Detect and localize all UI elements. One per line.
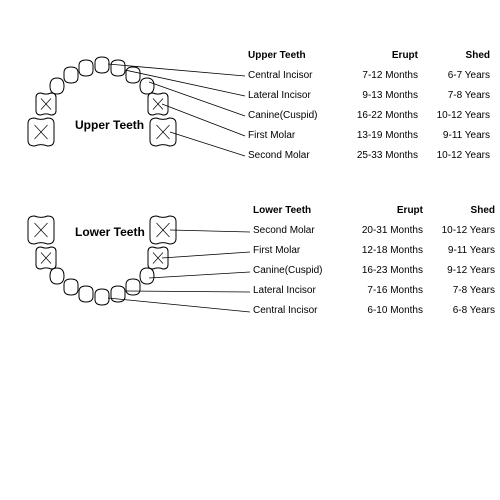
- tooth-shed: 10-12 Years: [423, 225, 495, 236]
- tooth-name: Canine(Cuspid): [253, 265, 345, 276]
- header-erupt-2: Erupt: [345, 205, 423, 216]
- tooth-incisor: [95, 289, 109, 305]
- lower-row: Lateral Incisor7-16 Months7-8 Years: [253, 280, 495, 300]
- leader-line: [170, 230, 250, 232]
- tooth-incisor: [79, 286, 93, 302]
- tooth-name: Central Incisor: [253, 305, 345, 316]
- leader-line: [149, 272, 250, 278]
- leader-line: [170, 132, 245, 156]
- leader-line: [125, 291, 250, 292]
- teeth-chart-container: Upper Teeth Lower Teeth Upper Teeth Erup…: [0, 0, 500, 500]
- leader-line: [162, 252, 250, 258]
- tooth-canine: [50, 78, 64, 94]
- upper-header-row: Upper Teeth Erupt Shed: [248, 45, 490, 65]
- tooth-incisor: [126, 279, 140, 295]
- tooth-name: Second Molar: [248, 150, 340, 161]
- tooth-erupt: 12-18 Months: [345, 245, 423, 256]
- tooth-shed: 7-8 Years: [423, 285, 495, 296]
- tooth-erupt: 16-22 Months: [340, 110, 418, 121]
- tooth-molar: [36, 93, 56, 115]
- upper-row: First Molar13-19 Months9-11 Years: [248, 125, 490, 145]
- lower-row: Canine(Cuspid)16-23 Months9-12 Years: [253, 260, 495, 280]
- tooth-shed: 9-11 Years: [418, 130, 490, 141]
- lower-row: Central Incisor6-10 Months6-8 Years: [253, 300, 495, 320]
- tooth-shed: 7-8 Years: [418, 90, 490, 101]
- tooth-name: Second Molar: [253, 225, 345, 236]
- leader-line: [108, 298, 250, 312]
- tooth-shed: 6-7 Years: [418, 70, 490, 81]
- header-shed-2: Shed: [423, 205, 495, 216]
- lower-header-row: Lower Teeth Erupt Shed: [253, 200, 495, 220]
- tooth-incisor: [95, 57, 109, 73]
- tooth-incisor: [111, 60, 125, 76]
- header-erupt: Erupt: [340, 50, 418, 61]
- upper-row: Second Molar25-33 Months10-12 Years: [248, 145, 490, 165]
- lower-arch-label: Lower Teeth: [75, 225, 145, 239]
- tooth-incisor: [64, 279, 78, 295]
- upper-header-name: Upper Teeth: [248, 50, 340, 61]
- tooth-name: Central Incisor: [248, 70, 340, 81]
- tooth-erupt: 25-33 Months: [340, 150, 418, 161]
- lower-row: Second Molar20-31 Months10-12 Years: [253, 220, 495, 240]
- lower-header-name: Lower Teeth: [253, 205, 345, 216]
- tooth-erupt: 6-10 Months: [345, 305, 423, 316]
- tooth-shed: 10-12 Years: [418, 150, 490, 161]
- tooth-shed: 10-12 Years: [418, 110, 490, 121]
- upper-row: Canine(Cuspid)16-22 Months10-12 Years: [248, 105, 490, 125]
- tooth-canine: [140, 268, 154, 284]
- tooth-erupt: 16-23 Months: [345, 265, 423, 276]
- tooth-molar: [148, 93, 168, 115]
- tooth-shed: 6-8 Years: [423, 305, 495, 316]
- tooth-name: First Molar: [253, 245, 345, 256]
- tooth-name: Lateral Incisor: [253, 285, 345, 296]
- tooth-shed: 9-11 Years: [423, 245, 495, 256]
- tooth-molar: [28, 216, 54, 244]
- upper-table: Upper Teeth Erupt Shed Central Incisor7-…: [248, 45, 490, 165]
- tooth-canine: [50, 268, 64, 284]
- tooth-name: First Molar: [248, 130, 340, 141]
- tooth-name: Canine(Cuspid): [248, 110, 340, 121]
- tooth-canine: [140, 78, 154, 94]
- tooth-erupt: 13-19 Months: [340, 130, 418, 141]
- tooth-incisor: [79, 60, 93, 76]
- tooth-incisor: [126, 67, 140, 83]
- tooth-erupt: 7-16 Months: [345, 285, 423, 296]
- tooth-molar: [28, 118, 54, 146]
- upper-row: Lateral Incisor9-13 Months7-8 Years: [248, 85, 490, 105]
- upper-row: Central Incisor7-12 Months6-7 Years: [248, 65, 490, 85]
- lower-table: Lower Teeth Erupt Shed Second Molar20-31…: [253, 200, 495, 320]
- header-shed: Shed: [418, 50, 490, 61]
- tooth-erupt: 20-31 Months: [345, 225, 423, 236]
- tooth-erupt: 9-13 Months: [340, 90, 418, 101]
- tooth-name: Lateral Incisor: [248, 90, 340, 101]
- lower-row: First Molar12-18 Months9-11 Years: [253, 240, 495, 260]
- tooth-shed: 9-12 Years: [423, 265, 495, 276]
- tooth-molar: [36, 247, 56, 269]
- tooth-erupt: 7-12 Months: [340, 70, 418, 81]
- upper-arch-label: Upper Teeth: [75, 118, 144, 132]
- tooth-molar: [150, 118, 176, 146]
- tooth-incisor: [64, 67, 78, 83]
